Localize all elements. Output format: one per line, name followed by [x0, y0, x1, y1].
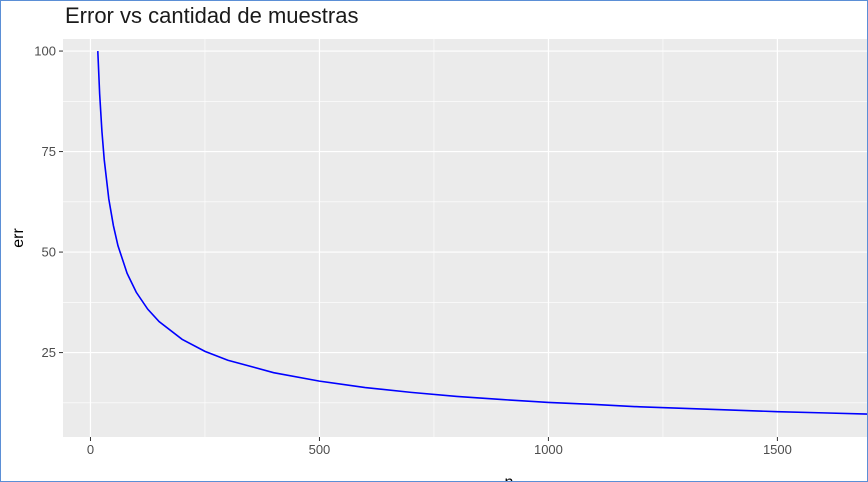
series-line [97, 51, 867, 415]
x-tick-label: 0 [87, 442, 94, 457]
y-tick-label: 75 [42, 144, 56, 159]
y-tick-label: 100 [34, 44, 56, 59]
axis-ticks [59, 50, 778, 441]
x-axis-title: n [505, 474, 514, 481]
plot-panel [63, 39, 867, 437]
major-gridlines [63, 39, 867, 437]
x-tick-label: 1500 [763, 442, 792, 457]
y-tick-label: 25 [42, 345, 56, 360]
tick-labels: 0 500 1000 1500 25 50 75 100 [34, 44, 792, 457]
y-axis-title: err [10, 228, 27, 248]
y-tick-label: 50 [42, 245, 56, 260]
minor-gridlines [63, 39, 867, 437]
chart-title: Error vs cantidad de muestras [65, 3, 359, 28]
x-tick-label: 500 [309, 442, 331, 457]
x-tick-label: 1000 [534, 442, 563, 457]
